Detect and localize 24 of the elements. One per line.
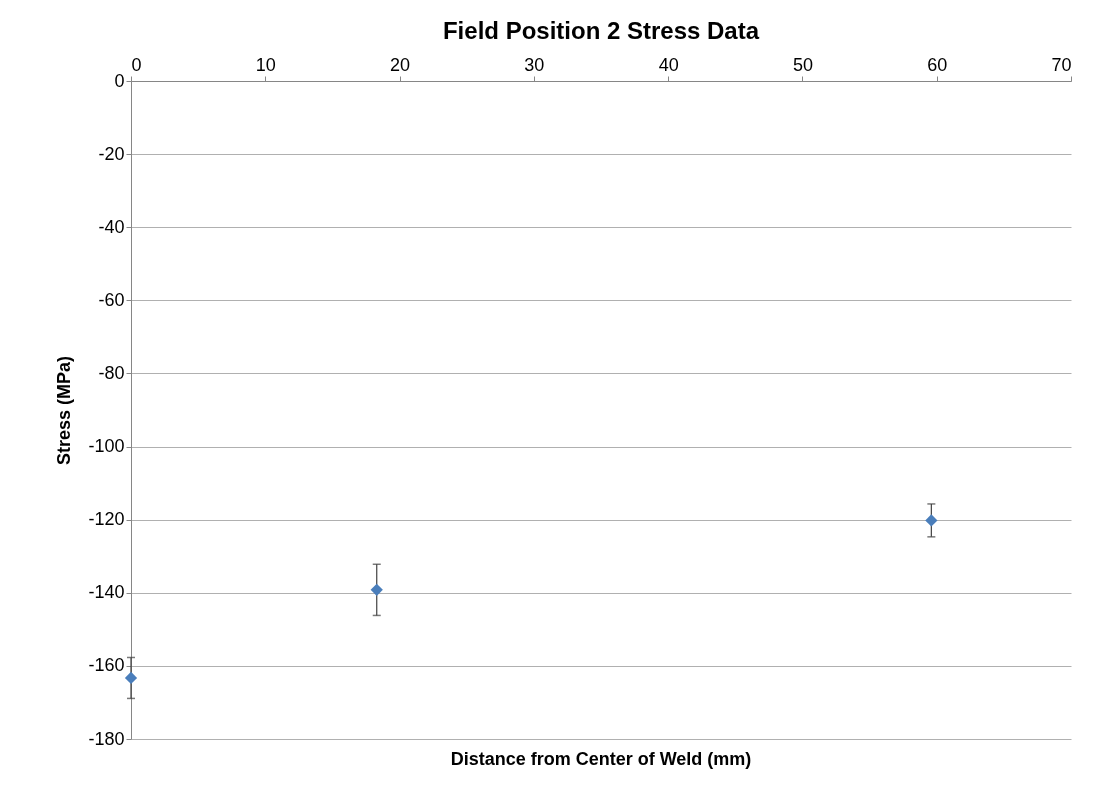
y-tick-label: -120 bbox=[88, 509, 125, 530]
y-tick-label: -60 bbox=[98, 289, 125, 310]
x-tick-label: 50 bbox=[792, 54, 813, 75]
x-tick-label: 40 bbox=[658, 54, 679, 75]
x-tick-label: 30 bbox=[524, 54, 545, 75]
y-tick-label: -100 bbox=[88, 436, 125, 457]
y-tick-label: -180 bbox=[88, 728, 125, 749]
y-tick-label: -80 bbox=[98, 362, 125, 383]
x-tick-label: 60 bbox=[927, 54, 948, 75]
x-tick-label: 70 bbox=[1051, 54, 1072, 75]
point bbox=[124, 671, 138, 685]
y-tick-label: -40 bbox=[98, 216, 125, 237]
point bbox=[370, 583, 383, 596]
x-tick-label: 10 bbox=[255, 54, 276, 75]
y-tick-label: -140 bbox=[88, 582, 125, 603]
y-tick-label: 0 bbox=[114, 70, 125, 91]
y-tick-label: -20 bbox=[98, 143, 125, 164]
x-tick-label: 0 bbox=[131, 54, 142, 75]
y-axis-title: Stress (MPa) bbox=[54, 355, 75, 466]
x-axis-title: Distance from Center of Weld (mm) bbox=[450, 749, 752, 769]
x-tick-label: 20 bbox=[390, 54, 411, 75]
chart-title: Field Position 2 Stress Data bbox=[442, 17, 760, 44]
point bbox=[925, 514, 938, 527]
y-tick-label: -160 bbox=[88, 655, 125, 676]
